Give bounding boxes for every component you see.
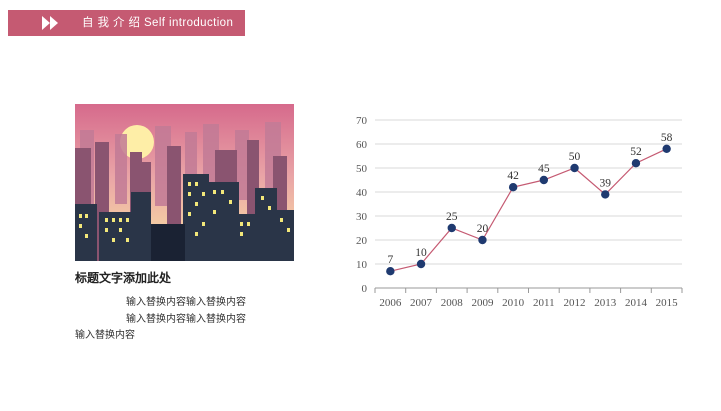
- x-tick-label: 2015: [656, 297, 679, 309]
- data-label: 10: [415, 247, 427, 259]
- data-label: 25: [446, 211, 458, 223]
- x-tick-label: 2010: [502, 297, 525, 309]
- x-tick-label: 2006: [379, 297, 402, 309]
- data-point: [416, 259, 426, 269]
- double-chevron-right-icon: [42, 16, 58, 30]
- y-tick-label: 10: [356, 259, 368, 271]
- data-label: 50: [569, 151, 581, 163]
- card-heading: 标题文字添加此处: [75, 271, 172, 285]
- data-point: [508, 183, 518, 192]
- data-point: [662, 144, 671, 153]
- y-tick-label: 70: [356, 115, 368, 127]
- data-point: [570, 163, 579, 173]
- x-tick-label: 2011: [533, 297, 555, 309]
- data-point: [386, 267, 395, 276]
- city-skyline-image: [75, 104, 294, 261]
- data-label: 7: [387, 254, 393, 266]
- y-tick-label: 40: [356, 187, 368, 199]
- x-tick-label: 2013: [594, 297, 617, 309]
- y-tick-label: 20: [356, 235, 368, 247]
- card-text-line: 输入替换内容输入替换内容: [126, 314, 246, 325]
- x-tick-label: 2012: [564, 297, 586, 309]
- series-line: [390, 148, 667, 272]
- x-tick-label: 2009: [471, 297, 494, 309]
- x-tick-label: 2014: [625, 297, 648, 309]
- data-label: 45: [538, 163, 550, 175]
- data-point: [447, 223, 456, 233]
- y-tick-label: 30: [356, 211, 368, 223]
- card-text-line: 输入替换内容: [75, 330, 135, 341]
- section-title: 自 我 介 绍 Self introduction: [82, 17, 234, 29]
- data-point: [539, 175, 549, 185]
- data-label: 58: [661, 132, 673, 144]
- section-header-bar: 自 我 介 绍 Self introduction: [8, 10, 245, 36]
- x-tick-label: 2007: [410, 297, 433, 309]
- data-point: [631, 159, 641, 168]
- card-text-line: 输入替换内容输入替换内容: [126, 297, 246, 308]
- x-tick-label: 2008: [441, 297, 464, 309]
- y-tick-label: 0: [362, 283, 368, 295]
- data-point: [478, 235, 487, 245]
- data-label: 20: [477, 223, 489, 235]
- data-point: [601, 190, 610, 199]
- data-label: 52: [630, 146, 642, 158]
- data-label: 42: [507, 170, 519, 182]
- y-tick-label: 50: [356, 163, 368, 175]
- data-label: 39: [600, 177, 612, 189]
- y-tick-label: 60: [356, 139, 368, 151]
